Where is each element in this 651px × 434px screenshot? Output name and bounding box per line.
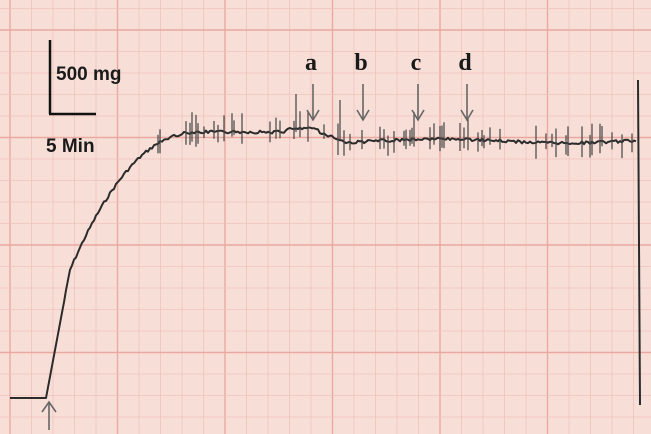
marker-label: c: [411, 50, 422, 76]
marker-label: b: [354, 50, 367, 76]
markers: a b c d: [305, 50, 474, 122]
marker-arrow-head: [411, 109, 425, 122]
end-trace: [637, 79, 641, 406]
trace: [10, 126, 637, 399]
force-label: 500 mg: [56, 64, 121, 85]
marker-arrow-head: [306, 109, 320, 122]
start-arrow: [41, 400, 57, 430]
time-label: 5 Min: [46, 136, 95, 157]
marker-label: a: [305, 50, 317, 76]
marker-arrow-head: [356, 109, 370, 122]
marker-label: d: [458, 50, 472, 76]
marker-arrow-head: [460, 109, 474, 122]
trace-spikes: [157, 94, 633, 159]
